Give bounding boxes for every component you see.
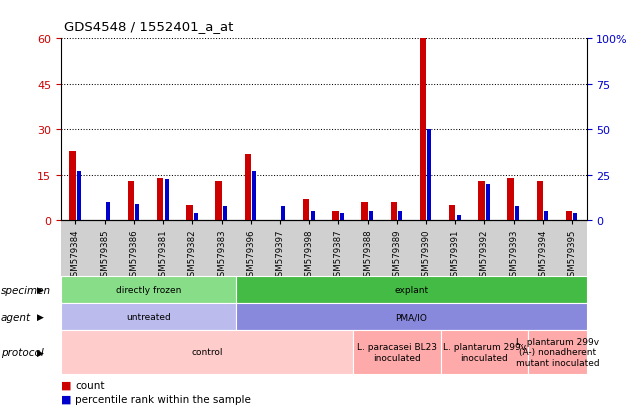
Bar (537, 182, 543, 221)
Text: ▶: ▶ (37, 313, 44, 321)
Text: untreated: untreated (126, 313, 171, 321)
Bar (449, 206, 455, 221)
Text: ▶: ▶ (37, 348, 44, 356)
Bar (252, 172, 256, 221)
Bar (135, 204, 140, 221)
Text: ■: ■ (61, 380, 71, 390)
Bar (398, 212, 403, 221)
Bar (340, 214, 344, 221)
Bar (223, 206, 227, 221)
Text: L. paracasei BL23
inoculated: L. paracasei BL23 inoculated (356, 342, 437, 362)
Bar (186, 206, 192, 221)
Bar (428, 130, 431, 221)
Bar (508, 178, 514, 221)
Text: count: count (75, 380, 104, 390)
Text: explant: explant (394, 286, 428, 294)
Bar (310, 212, 315, 221)
Bar (456, 216, 461, 221)
Text: percentile rank within the sample: percentile rank within the sample (75, 394, 251, 404)
Text: agent: agent (1, 312, 31, 322)
Bar (245, 154, 251, 221)
Bar (478, 182, 485, 221)
Bar (69, 151, 76, 221)
Bar (157, 178, 163, 221)
Bar (332, 212, 338, 221)
Bar (128, 182, 134, 221)
Text: protocol: protocol (1, 347, 44, 357)
Bar (194, 214, 198, 221)
Bar (369, 212, 373, 221)
Bar (165, 179, 169, 221)
Text: GDS4548 / 1552401_a_at: GDS4548 / 1552401_a_at (64, 20, 233, 33)
Text: ■: ■ (61, 394, 71, 404)
Bar (281, 206, 285, 221)
Text: directly frozen: directly frozen (116, 286, 181, 294)
Text: specimen: specimen (1, 285, 51, 295)
Text: L. plantarum 299v
(A-) nonadherent
mutant inoculated: L. plantarum 299v (A-) nonadherent mutan… (515, 337, 599, 367)
Text: ▶: ▶ (37, 286, 44, 294)
Bar (77, 172, 81, 221)
Bar (486, 185, 490, 221)
Bar (106, 203, 110, 221)
Bar (566, 212, 572, 221)
Text: PMA/IO: PMA/IO (395, 313, 428, 321)
Bar (515, 206, 519, 221)
Text: control: control (191, 348, 222, 356)
Bar (574, 214, 578, 221)
Bar (215, 182, 222, 221)
Bar (390, 203, 397, 221)
Bar (303, 200, 310, 221)
Text: L. plantarum 299v
inoculated: L. plantarum 299v inoculated (443, 342, 526, 362)
Bar (544, 212, 548, 221)
Bar (420, 39, 426, 221)
Bar (362, 203, 368, 221)
